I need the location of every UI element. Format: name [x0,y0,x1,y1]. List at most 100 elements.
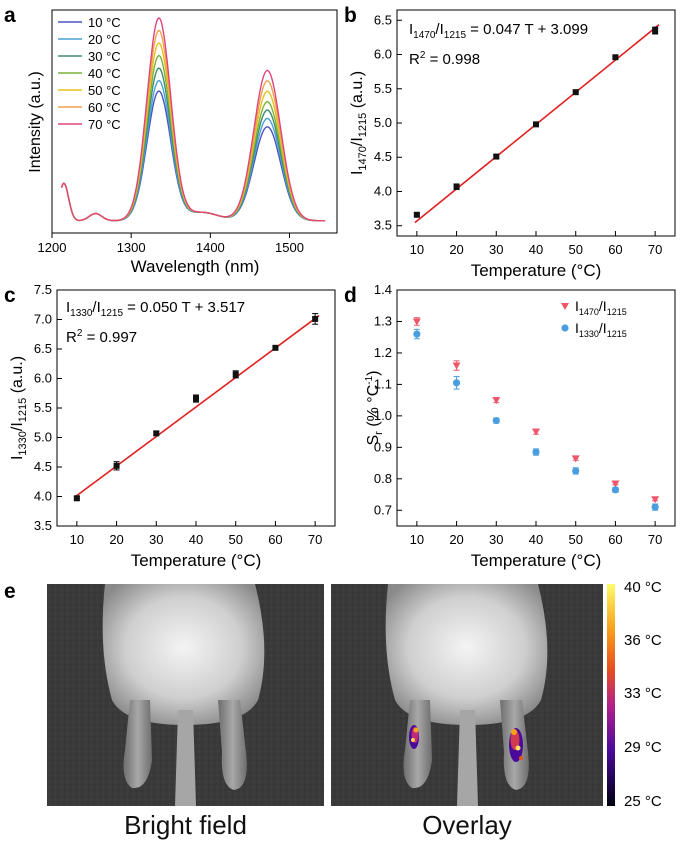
data-point [312,315,319,322]
a-legend-label: 30 °C [88,49,121,64]
a-xtick-label: 1500 [275,240,304,255]
panel-a-ylabel: Intensity (a.u.) [27,71,44,172]
ytick-label: 7.5 [34,282,52,297]
panel-d-ticks: 10 20 30 40 50 60 70 0.7 0.8 0.9 1.0 1.1 1.2 1.3 1.4 [374,282,662,547]
d-point-circle [452,379,461,387]
d-legend-marker [561,324,569,332]
ytick-label: 1.3 [374,313,392,328]
ytick-label: 1.0 [374,408,392,423]
a-xtick-label: 1400 [196,240,225,255]
panel-d: 10 20 30 40 50 60 70 0.7 0.8 0.9 1.0 1.1 1.2 1.3 1.4 I… [364,282,676,570]
a-legend-label: 60 °C [88,100,121,115]
panel-d-xlabel: Temperature (°C) [471,551,602,570]
ytick-label: 1.4 [374,282,392,297]
a-xtick-label: 1200 [38,240,67,255]
data-point [453,183,460,190]
xtick-label: 10 [70,532,84,547]
d-point-triangle [412,318,421,326]
xtick-label: 40 [529,242,543,257]
d-legend-marker [561,303,569,310]
panel-b-ylabel: I1470/I1215 (a.u.) [349,71,369,175]
ytick-label: 3.5 [34,518,52,533]
xtick-label: 30 [489,532,503,547]
panel-d-legend: I1470/I1215 I1330/I1215 [561,298,627,339]
panel-b-ylabel-sub1: 1470 [357,146,369,170]
xtick-label: 40 [529,532,543,547]
panel-c-equation: I1330/I1215 = 0.050 T + 3.517 [66,299,245,319]
xtick-label: 10 [410,532,424,547]
panel-b-xlabel: Temperature (°C) [471,261,602,280]
xtick-label: 10 [410,242,424,257]
panel-a-frame [51,9,338,234]
ytick-label: 3.5 [374,218,392,233]
d-point-triangle [492,397,501,405]
xtick-label: 70 [308,532,322,547]
overlay-caption: Overlay [422,810,512,840]
d-point-circle [492,416,500,425]
panel-b-points [413,26,659,218]
xtick-label: 50 [568,532,582,547]
d-point-triangle [651,496,660,504]
panel-d-ylabel: Sr (% °C-1) [364,371,385,446]
xtick-label: 50 [568,242,582,257]
xtick-label: 30 [489,242,503,257]
d-point-circle [413,330,421,338]
data-point [413,211,420,218]
ytick-label: 5.5 [374,81,392,96]
ytick-label: 6.5 [374,12,392,27]
ytick-label: 0.8 [374,471,392,486]
colorbar-ticks: 40 °C 36 °C 33 °C 29 °C 25 °C [624,579,662,810]
colorbar [607,584,615,806]
panel-letter-a: a [4,4,16,27]
ytick-label: 5.5 [34,400,52,415]
colorbar-tick-36: 36 °C [624,632,662,649]
panel-c-xlabel: Temperature (°C) [131,551,262,570]
ytick-label: 5.0 [374,115,392,130]
panel-b-ylabel-unit: (a.u.) [349,71,366,113]
a-legend-label: 50 °C [88,83,121,98]
panel-a-xticks: 1200 1300 1400 1500 [38,233,304,255]
xtick-label: 60 [608,532,622,547]
panel-a-xlabel: Wavelength (nm) [131,257,260,276]
a-xtick-label: 1300 [117,240,146,255]
hotspot-left [409,725,419,749]
panel-b-r2: R2 = 0.998 [409,50,480,68]
ytick-label: 6.5 [34,341,52,356]
colorbar-tick-29: 29 °C [624,739,662,756]
panel-b-ticks: 10 20 30 40 50 60 70 3.5 4.0 4.5 5.0 5.5 6.0 6.5 [374,12,662,257]
a-legend-label: 20 °C [88,32,121,47]
panel-c: 10 20 30 40 50 60 70 3.5 4.0 4.5 5.0 5.5 6.0 6.5 7.0 7.… [9,282,336,570]
ytick-label: 4.0 [34,489,52,504]
xtick-label: 30 [149,532,163,547]
a-legend-label: 70 °C [88,117,121,132]
colorbar-tick-33: 33 °C [624,685,662,702]
ytick-label: 4.5 [374,149,392,164]
xtick-label: 60 [608,242,622,257]
colorbar-tick-25: 25 °C [624,793,662,810]
data-point [73,495,80,502]
panel-letter-d: d [344,284,357,307]
d-point-circle [651,503,659,511]
data-point [493,153,500,160]
panel-b-ylabel-sep: /I [349,137,366,146]
panel-c-frame [56,289,336,527]
d-point-triangle [611,480,620,488]
data-point [272,344,279,351]
panel-d-frame [396,289,676,527]
d-legend-label: I1330/I1215 [575,320,627,339]
xtick-label: 70 [648,242,662,257]
bright-field-caption: Bright field [124,810,247,840]
xtick-label: 20 [449,242,463,257]
xtick-label: 50 [228,532,242,547]
bright-field-image [47,584,324,806]
ytick-label: 4.0 [374,183,392,198]
ytick-label: 7.0 [34,312,52,327]
xtick-label: 20 [109,532,123,547]
panel-c-r2: R2 = 0.997 [66,328,137,346]
data-point [193,395,199,402]
hotspot-right [509,728,523,762]
panel-b: 10 20 30 40 50 60 70 3.5 4.0 4.5 5.0 5.5 6.0 6.5 Temp… [349,9,676,280]
panel-letter-e: e [4,580,16,603]
ytick-label: 6.0 [374,47,392,62]
